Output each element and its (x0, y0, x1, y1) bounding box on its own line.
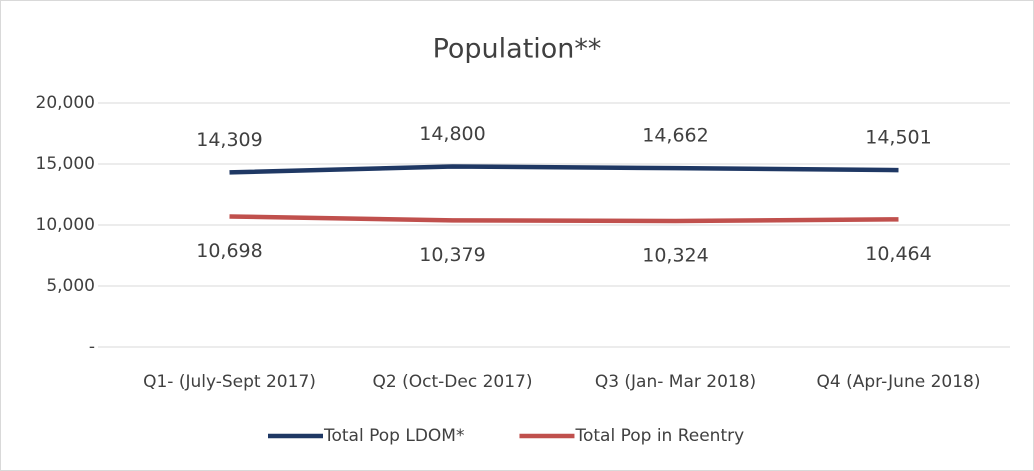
y-tick-label: 15,000 (36, 154, 95, 174)
y-tick-label: - (89, 337, 95, 357)
x-tick-label: Q4 (Apr-June 2018) (817, 372, 981, 392)
data-label: 10,464 (865, 243, 931, 265)
series-line (229, 164, 899, 175)
y-tick-label: 5,000 (46, 276, 95, 296)
data-label: 14,501 (865, 127, 931, 149)
chart-title: Population** (433, 34, 602, 65)
data-label: 14,309 (196, 129, 262, 151)
x-tick-label: Q3 (Jan- Mar 2018) (595, 372, 756, 392)
x-tick-label: Q1- (July-Sept 2017) (143, 372, 316, 392)
legend-label: Total Pop in Reentry (574, 426, 744, 446)
data-label: 10,698 (196, 240, 262, 262)
x-tick-label: Q2 (Oct-Dec 2017) (373, 372, 533, 392)
data-label: 14,662 (642, 125, 708, 147)
data-label: 14,800 (419, 123, 485, 145)
data-label: 10,324 (642, 245, 708, 267)
legend-label: Total Pop LDOM* (323, 426, 464, 446)
y-tick-label: 20,000 (36, 93, 95, 113)
y-tick-label: 10,000 (36, 215, 95, 235)
series-line (229, 214, 899, 224)
data-label: 10,379 (419, 244, 485, 266)
